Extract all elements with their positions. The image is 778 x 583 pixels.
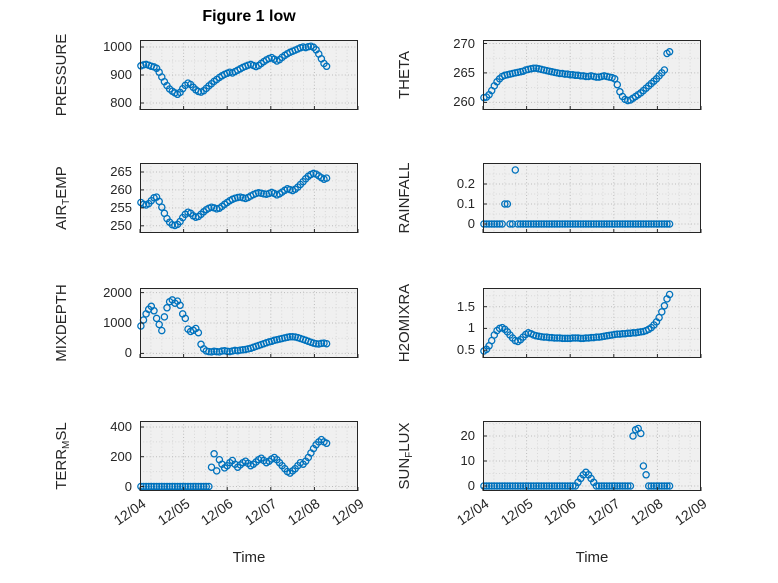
y-tick-label: 10 — [460, 453, 475, 468]
plot-area — [480, 40, 702, 110]
plot-area — [137, 288, 359, 358]
subplot-theta: THETA 260 265 270 — [396, 36, 702, 110]
y-tick-label: 0.5 — [456, 342, 475, 358]
plot-area — [137, 163, 359, 233]
y-tick-label: 200 — [110, 448, 132, 464]
subplot-rainfall: RAINFALL 0 0.1 0.2 — [396, 163, 702, 233]
y-axis-label: TERRMSL — [53, 422, 72, 490]
y-tick-label: 2000 — [103, 284, 132, 300]
y-tick-label: 0.1 — [456, 196, 475, 211]
y-tick-label: 900 — [110, 67, 132, 82]
y-axis-label: PRESSURE — [53, 33, 70, 117]
subplot-h2omixra: H2OMIXRA 0.5 1 1.5 — [396, 284, 702, 362]
subplot-mixdepth: MIXDEPTH 0 1000 2000 — [53, 284, 359, 362]
y-tick-label: 250 — [110, 217, 132, 233]
plot-area — [480, 421, 702, 491]
y-tick-label: 260 — [453, 94, 475, 110]
y-tick-label: 260 — [110, 181, 132, 197]
y-tick-label: 20 — [460, 428, 475, 443]
y-tick-label: 0 — [124, 345, 132, 361]
y-tick-label: 800 — [110, 95, 132, 110]
subplot-sun-flux: SUNFLUX 0 10 20 12/04 12/05 12/06 12/07 12/08 1… — [396, 421, 710, 528]
y-tick-label: 265 — [110, 163, 132, 179]
y-tick-label: 400 — [110, 418, 132, 434]
y-axis-label: AIRTEMP — [53, 166, 72, 230]
plot-area — [137, 40, 359, 110]
y-tick-label: 0 — [124, 478, 132, 494]
y-axis-label: RAINFALL — [396, 162, 413, 234]
y-axis-label: H2OMIXRA — [396, 283, 413, 363]
y-axis-label: MIXDEPTH — [53, 284, 70, 362]
plot-area — [480, 288, 702, 358]
subplot-terr-msl: TERRMSL 0 200 400 12/04 12/05 12/06 12/07 12/0… — [53, 419, 367, 528]
y-tick-label: 270 — [453, 35, 475, 51]
plot-area — [137, 421, 359, 491]
figure-title: Figure 1 low — [202, 8, 296, 25]
y-axis-label: THETA — [396, 50, 413, 100]
y-tick-label: 0 — [467, 478, 475, 493]
y-tick-label: 1 — [467, 320, 475, 336]
y-tick-label: 1000 — [103, 39, 132, 54]
y-tick-label: 0 — [467, 216, 475, 231]
subplot-air-temp: AIRTEMP 250 255 260 265 — [53, 163, 359, 233]
x-axis-label-right: Time — [575, 549, 609, 566]
subplot-pressure: PRESSURE 800 900 1000 — [53, 34, 359, 116]
y-tick-label: 1.5 — [456, 298, 475, 314]
plot-area — [480, 163, 702, 233]
y-tick-label: 1000 — [103, 315, 132, 330]
x-axis-label-left: Time — [232, 549, 266, 566]
y-tick-label: 255 — [110, 199, 132, 215]
y-tick-label: 0.2 — [456, 176, 475, 191]
y-axis-label: SUNFLUX — [396, 422, 415, 490]
y-tick-label: 265 — [453, 64, 475, 80]
